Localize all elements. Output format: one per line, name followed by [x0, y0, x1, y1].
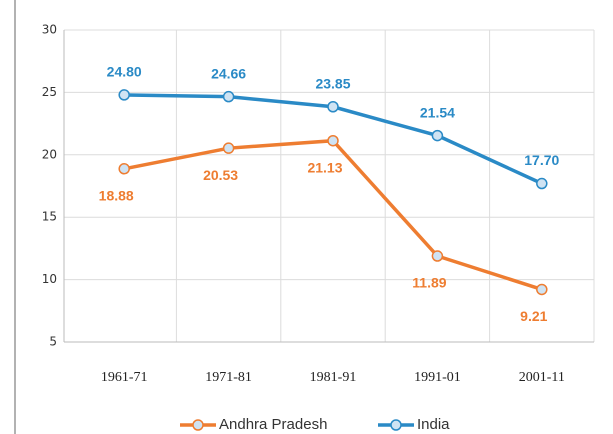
data-label: 11.89: [412, 275, 446, 291]
x-tick-label: 2001-11: [519, 370, 565, 385]
x-tick-label: 1981-91: [310, 370, 357, 385]
point: [536, 283, 548, 296]
point: [222, 142, 235, 154]
data-label: 23.85: [315, 75, 350, 91]
data-label: 17.70: [524, 152, 559, 168]
data-label: 24.66: [211, 65, 246, 81]
legend-label: India: [417, 416, 450, 433]
y-tick-label: 30: [42, 23, 57, 37]
point: [327, 134, 339, 147]
x-tick-label: 1971-81: [205, 370, 252, 385]
point: [327, 101, 339, 113]
data-label: 20.53: [203, 167, 238, 183]
point: [536, 177, 548, 190]
point: [118, 89, 130, 101]
y-tick-label: 15: [42, 210, 57, 224]
y-tick-label: 25: [42, 85, 57, 99]
y-tick-label: 20: [42, 147, 57, 161]
legend-marker: [192, 419, 204, 431]
y-tick-label: 5: [49, 335, 57, 349]
legend-label: Andhra Pradesh: [219, 416, 327, 433]
point: [431, 250, 444, 262]
data-label: 24.80: [107, 64, 142, 80]
y-tick-label: 10: [42, 272, 57, 286]
x-tick-label: 1991-01: [414, 370, 461, 385]
point: [222, 90, 235, 103]
point: [118, 163, 130, 175]
data-label: 21.54: [420, 104, 455, 120]
data-label: 9.21: [520, 308, 547, 324]
data-label: 18.88: [99, 187, 134, 203]
legend-marker: [390, 419, 402, 431]
x-tick-label: 1961-71: [101, 370, 148, 385]
data-label: 21.13: [307, 159, 342, 175]
point: [431, 129, 444, 142]
